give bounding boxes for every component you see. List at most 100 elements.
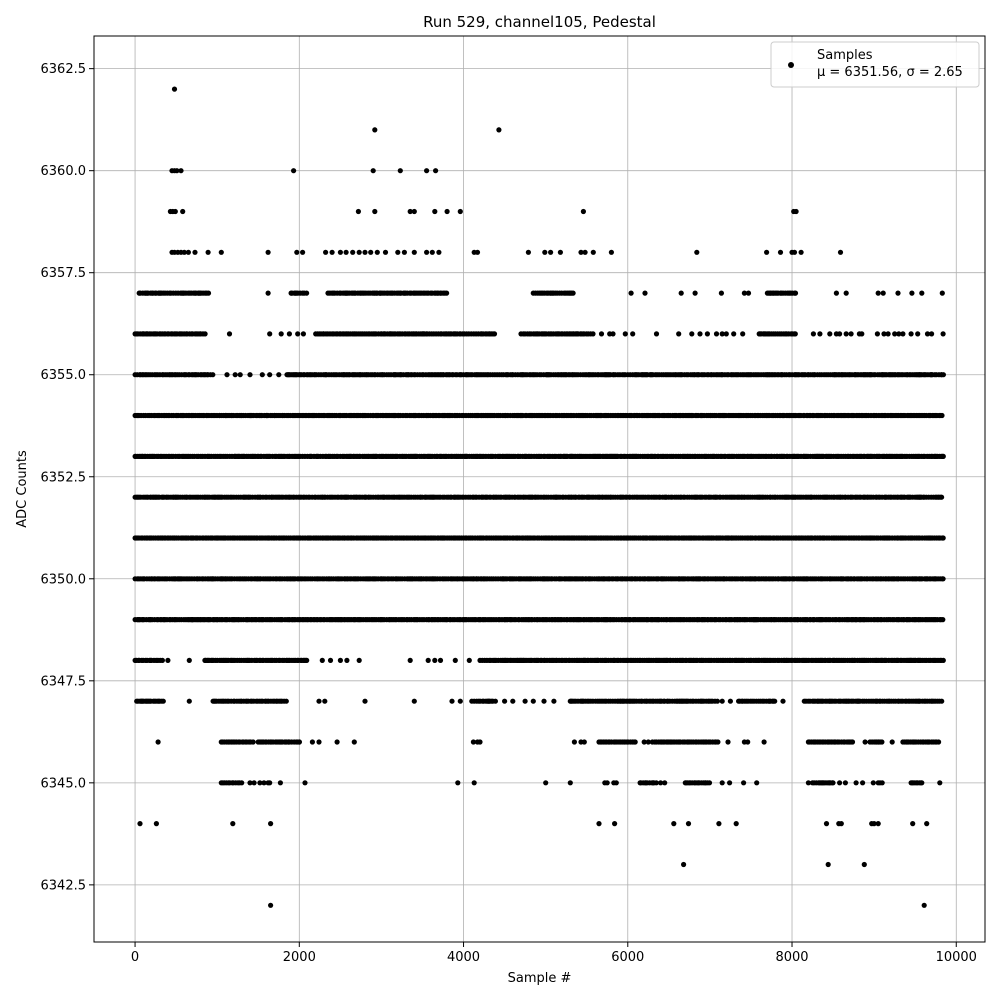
data-point	[247, 412, 253, 419]
data-point	[745, 739, 751, 745]
data-point	[860, 780, 866, 786]
data-point	[368, 249, 374, 255]
data-point	[676, 331, 682, 337]
data-point	[202, 331, 208, 337]
data-point	[662, 780, 668, 786]
data-point	[214, 617, 220, 623]
data-point	[432, 208, 438, 215]
data-point	[370, 168, 376, 174]
data-point	[180, 208, 186, 215]
data-point	[251, 780, 257, 786]
data-point	[608, 249, 615, 255]
y-axis-label: ADC Counts	[15, 450, 30, 528]
y-tick-label: 6347.5	[41, 674, 87, 689]
data-point	[178, 168, 184, 174]
data-point	[272, 412, 278, 419]
data-point	[681, 861, 687, 868]
data-point	[642, 290, 648, 296]
data-point	[250, 739, 256, 745]
data-point	[425, 657, 431, 664]
data-point	[817, 331, 823, 337]
data-point	[186, 698, 192, 704]
data-point	[265, 290, 271, 296]
data-point	[919, 780, 925, 786]
data-point	[466, 657, 472, 664]
data-point	[694, 249, 700, 255]
y-tick-label: 6362.5	[41, 62, 87, 77]
x-tick-label: 0	[131, 950, 139, 965]
data-point	[210, 372, 216, 378]
data-point	[604, 780, 610, 786]
data-point	[337, 249, 343, 255]
x-tick-label: 8000	[775, 950, 808, 965]
data-point	[879, 372, 886, 378]
data-point	[764, 249, 770, 255]
data-point	[153, 821, 159, 827]
data-point	[429, 249, 435, 255]
data-point	[859, 331, 865, 337]
data-point	[541, 698, 547, 704]
data-point	[718, 290, 725, 296]
data-point	[432, 657, 438, 664]
data-point	[530, 698, 536, 704]
data-point	[337, 657, 343, 664]
data-point	[745, 290, 752, 296]
data-point	[302, 780, 308, 786]
data-point	[265, 249, 271, 255]
data-point	[424, 249, 430, 255]
data-point	[276, 372, 282, 378]
data-point	[397, 168, 403, 174]
data-point	[848, 331, 854, 337]
data-point	[351, 739, 357, 745]
data-point	[849, 739, 856, 745]
data-point	[171, 86, 178, 92]
data-point	[936, 739, 942, 745]
y-tick-label: 6345.0	[41, 776, 87, 791]
data-point	[522, 698, 528, 704]
data-point	[843, 290, 849, 296]
data-point	[610, 331, 616, 337]
data-point	[411, 249, 417, 255]
data-point	[239, 412, 245, 419]
data-point	[457, 208, 463, 215]
data-point	[477, 739, 483, 745]
data-point	[291, 168, 297, 174]
data-point	[581, 739, 587, 745]
legend: Samples μ = 6351.56, σ = 2.65	[770, 41, 980, 88]
data-point	[424, 168, 430, 174]
data-point	[867, 372, 873, 378]
data-point	[355, 208, 361, 215]
data-point	[300, 331, 306, 337]
data-point	[323, 249, 329, 255]
data-point	[286, 739, 292, 745]
data-point	[653, 331, 660, 337]
data-point	[570, 290, 576, 296]
data-point	[296, 739, 302, 745]
data-point	[226, 331, 233, 337]
data-point	[862, 739, 868, 745]
data-point	[889, 739, 895, 745]
data-point	[685, 821, 692, 827]
data-point	[217, 412, 223, 419]
data-point	[727, 698, 734, 704]
data-point	[185, 249, 191, 255]
data-point	[791, 249, 798, 255]
data-point	[843, 331, 849, 337]
data-point	[457, 698, 463, 704]
data-point	[825, 861, 831, 868]
data-point	[295, 331, 301, 337]
data-point	[329, 249, 335, 255]
data-point	[192, 249, 198, 255]
data-point	[172, 208, 178, 215]
data-point	[613, 780, 619, 786]
data-point	[727, 780, 733, 786]
data-point	[382, 249, 389, 255]
data-point	[542, 249, 548, 255]
data-point	[218, 249, 224, 255]
data-point	[725, 739, 731, 745]
data-point	[268, 739, 274, 745]
data-point	[280, 412, 286, 419]
data-point	[740, 331, 746, 337]
x-axis-label: Sample #	[508, 971, 572, 986]
y-tick-label: 6355.0	[41, 368, 87, 383]
